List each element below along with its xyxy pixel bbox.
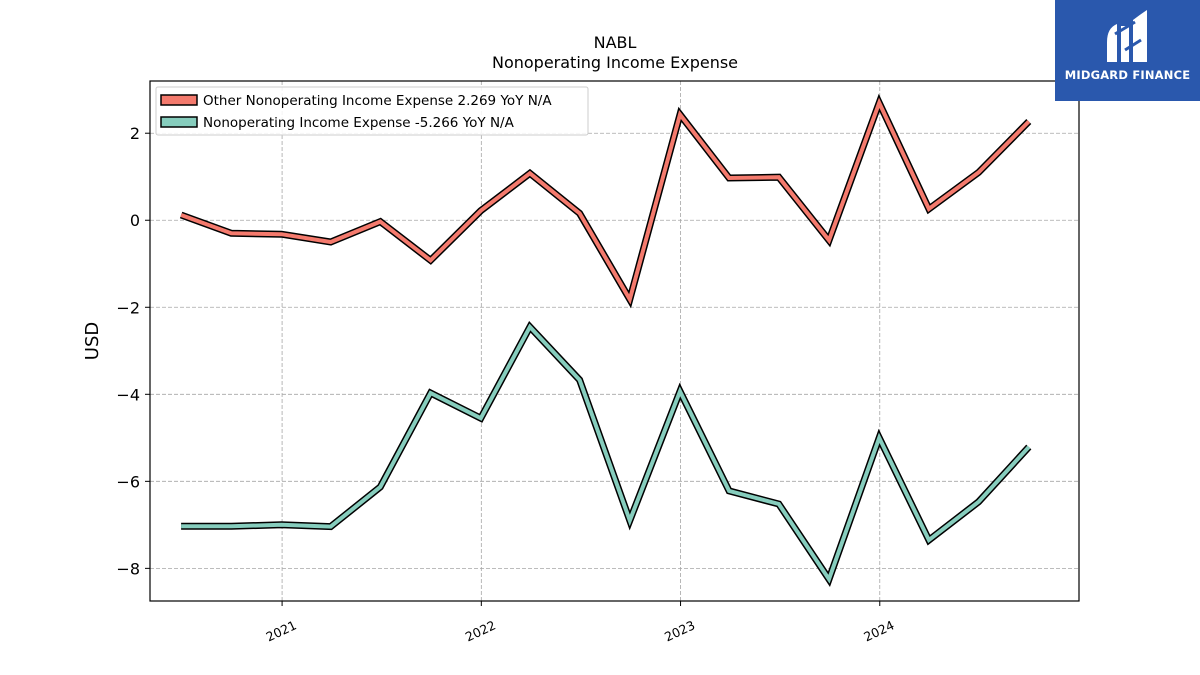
logo-mark-icon (1107, 10, 1147, 62)
legend: Other Nonoperating Income Expense 2.269 … (155, 86, 589, 136)
legend-label-1: Other Nonoperating Income Expense 2.269 … (203, 93, 552, 109)
legend-box (155, 86, 589, 136)
brand-logo: MIDGARD FINANCE (1055, 0, 1200, 101)
x-tick-label: 2022 (463, 617, 498, 644)
plot-frame (149, 80, 1080, 602)
y-tick-label: −4 (116, 385, 140, 404)
series-line-2 (181, 323, 1031, 584)
y-tick-label: −2 (116, 298, 140, 317)
y-tick-label: −6 (116, 472, 140, 491)
series-line-1 (180, 97, 1031, 305)
legend-label-2: Nonoperating Income Expense -5.266 YoY N… (203, 115, 515, 131)
y-tick-label: −8 (116, 559, 140, 578)
y-axis-label: USD (82, 322, 103, 360)
logo-name: MIDGARD FINANCE (1064, 68, 1191, 82)
y-tick-label: 2 (130, 124, 140, 143)
y-tick-label: 0 (130, 211, 140, 230)
chart-subtitle: Nonoperating Income Expense (492, 53, 738, 72)
x-tick-label: 2021 (264, 617, 299, 644)
x-tick-label: 2024 (861, 617, 896, 644)
x-tick-label: 2023 (662, 617, 697, 644)
legend-swatch-1 (160, 94, 198, 106)
legend-swatch-2 (160, 116, 198, 128)
chart-title: NABL (594, 33, 637, 52)
